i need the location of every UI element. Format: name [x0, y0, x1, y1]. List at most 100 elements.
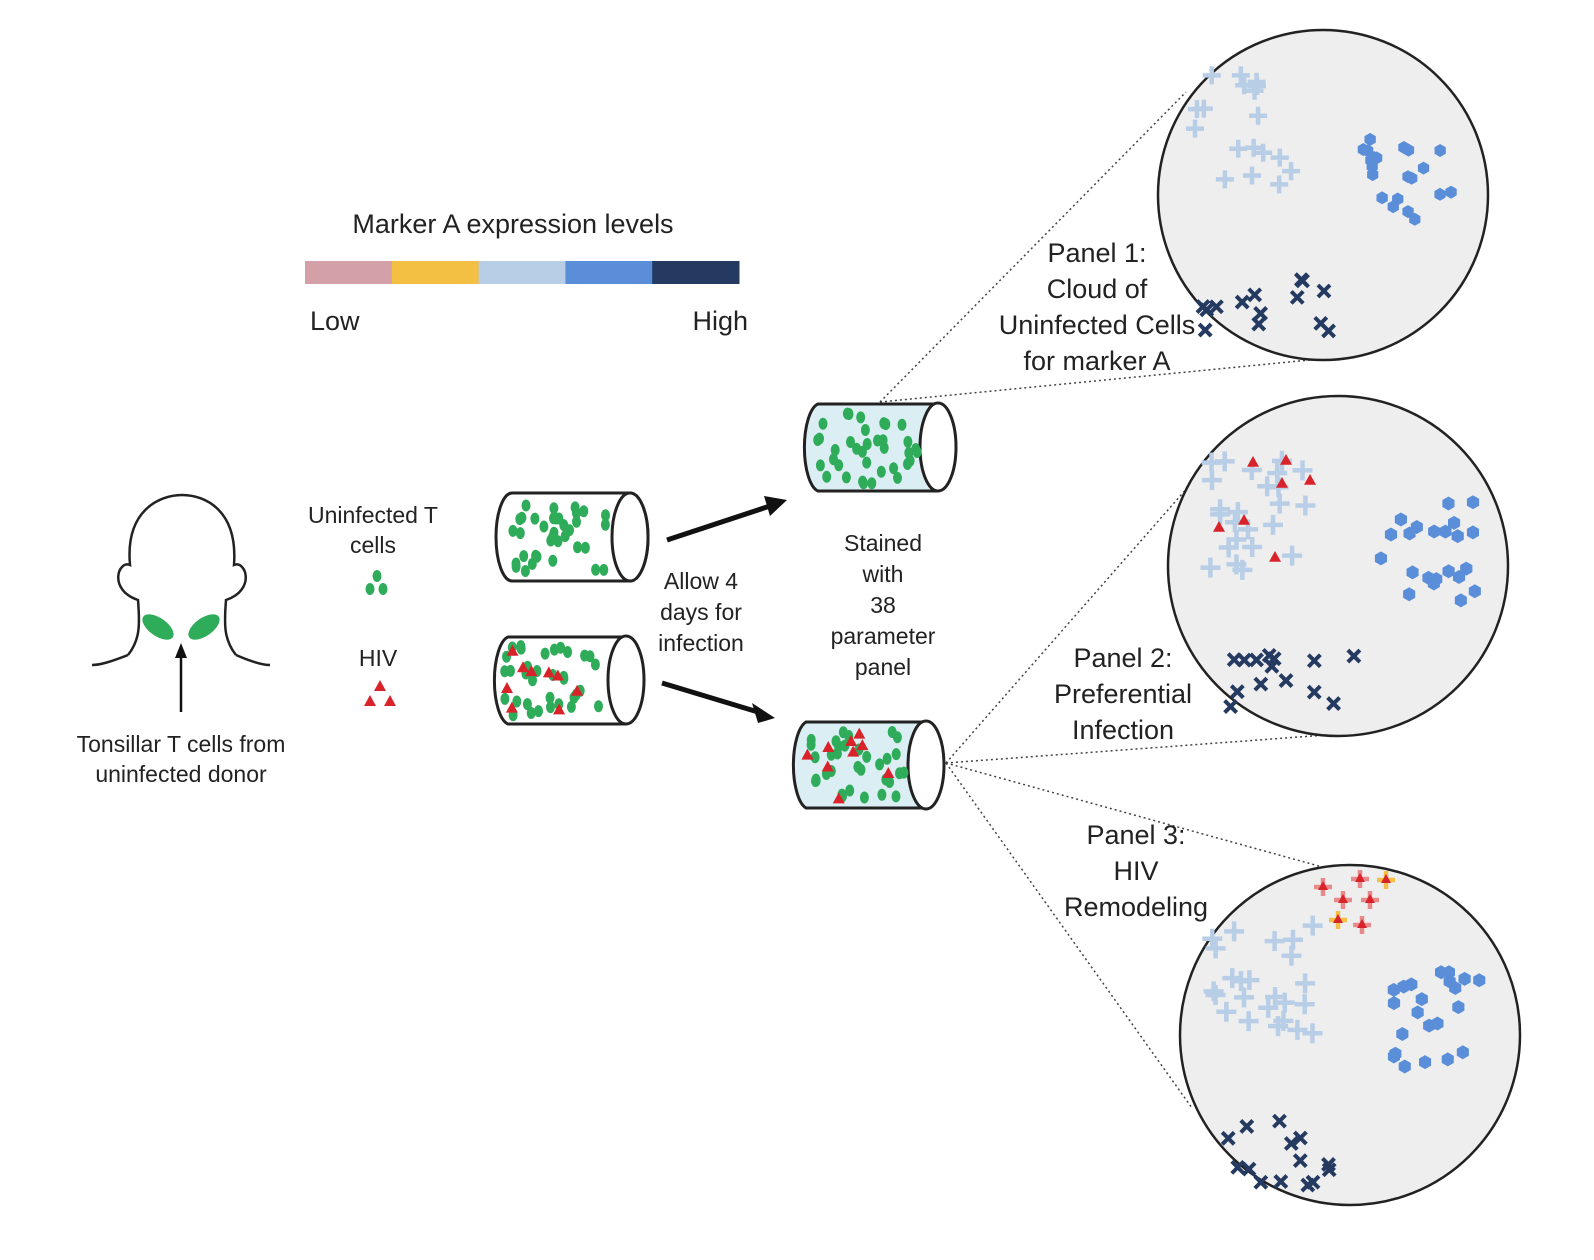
cell-dot [591, 563, 601, 576]
virus-mark [542, 666, 555, 678]
cell-dot [830, 444, 840, 456]
plus-cell-mark [1258, 997, 1279, 1018]
panel-2-label-line3: Infection [1072, 715, 1174, 745]
hex-cell-mark [1434, 144, 1446, 157]
plus-cell-mark [1231, 66, 1250, 85]
plus-cell-mark [1295, 495, 1316, 516]
hiv-virus-icon [364, 680, 396, 706]
hex-cell-mark [1454, 593, 1467, 608]
panel-3-label-line1: Panel 3: [1086, 820, 1185, 850]
hex-cell-mark [1409, 212, 1421, 226]
hex-cell-mark [1439, 524, 1452, 539]
cell-dot [512, 695, 522, 708]
cell-dot [893, 471, 902, 484]
cross-cell-mark [1292, 1130, 1308, 1146]
cell-dot [600, 518, 610, 531]
cell-dot [526, 707, 536, 719]
hex-cell-mark [1367, 168, 1379, 182]
plus-cell-mark [1205, 938, 1226, 959]
cross-cell-mark [1234, 294, 1250, 310]
cell-dot [815, 459, 825, 472]
cell-dot [531, 549, 541, 562]
plus-cell-mark [1243, 166, 1262, 185]
infection-step-line3: infection [658, 630, 744, 656]
cross-cell-mark [1253, 676, 1269, 692]
hex-cell-mark [1445, 185, 1457, 199]
plus-cell-mark [1270, 148, 1289, 167]
plus-cell-mark [1249, 106, 1268, 125]
cell-dot [885, 776, 895, 788]
cell-dot [549, 643, 559, 656]
cell-dot [810, 751, 820, 764]
tube-infected [492, 634, 646, 726]
hex-cell-mark [1458, 971, 1471, 986]
zoom-lines [879, 91, 1341, 1109]
cross-cell-mark [1313, 315, 1329, 331]
hex-cell-mark [1384, 527, 1398, 542]
cross-cell-mark [1264, 658, 1280, 674]
plus-cell-mark [1201, 452, 1222, 473]
cell-dot [601, 509, 610, 522]
cell-dot [599, 563, 609, 576]
cell-dot [904, 446, 914, 459]
cross-cell-mark [1241, 1161, 1257, 1177]
legend-swatch [391, 261, 480, 284]
cell-dot [862, 750, 872, 763]
plus-cell-mark [1302, 915, 1323, 936]
arrow-to-stained-uninfected [666, 496, 787, 543]
uninfected-cells-icon [365, 570, 388, 595]
cross-cell-mark [1247, 287, 1263, 303]
cell-dot [832, 747, 842, 760]
hex-cell-mark [1419, 1055, 1432, 1070]
plus-cell-mark [1245, 81, 1264, 100]
stain-step-line5: panel [855, 654, 911, 680]
stain-step-line2: with [862, 561, 904, 587]
tube-stained-infected [791, 719, 946, 811]
uninfected-label-line1: Uninfected T [308, 502, 438, 528]
tube-stained-infected-cells [801, 726, 909, 804]
plus-cell-mark [1294, 994, 1315, 1015]
hex-cell-mark [1403, 587, 1416, 602]
legend-high-label: High [692, 306, 748, 336]
hex-cell-mark [1452, 570, 1466, 584]
arrow-to-stained-infected [661, 680, 775, 723]
hex-cell-mark [1434, 187, 1446, 201]
plus-cell-mark [1267, 463, 1288, 484]
hex-cell-mark [1466, 525, 1479, 540]
legend-title: Marker A expression levels [352, 209, 673, 239]
cell-dot [844, 408, 854, 420]
plus-cell-mark [1227, 502, 1248, 523]
cell-dot [873, 434, 882, 447]
hex-cell-mark [1456, 1045, 1469, 1060]
virus-mark [822, 741, 835, 753]
cross-cell-mark [1289, 289, 1305, 305]
virus-mark [1355, 873, 1365, 882]
plus-cell-mark [1282, 162, 1301, 181]
cross-cell-mark [1272, 1113, 1287, 1129]
donor-label-line2: uninfected donor [95, 761, 267, 787]
plus-cell-mark [1242, 536, 1263, 557]
virus-mark [1280, 454, 1292, 465]
legend-swatch [478, 261, 566, 284]
plus-cell-mark [1215, 170, 1234, 189]
cell-dot [573, 541, 582, 554]
hex-cell-mark [1376, 191, 1388, 205]
cell-dot [517, 511, 527, 524]
cross-cell-mark [1209, 299, 1224, 315]
virus-mark [1338, 894, 1348, 903]
hex-cell-mark [1402, 170, 1414, 184]
plus-cell-mark [1282, 929, 1303, 950]
cell-dot [521, 499, 531, 512]
cell-dot [876, 465, 886, 478]
cell-dot [853, 760, 863, 773]
plus-cell-mark [1216, 1001, 1237, 1022]
legend-swatch [652, 261, 740, 284]
cell-dot [500, 692, 510, 705]
panel-2-label-line1: Panel 2: [1073, 643, 1172, 673]
legend-swatch [565, 261, 653, 284]
plus-cell-mark [1274, 992, 1295, 1013]
virus-mark [882, 766, 895, 778]
tube-uninfected [494, 491, 650, 583]
stain-step-line3: 38 [870, 592, 896, 618]
cross-cell-mark [1253, 1174, 1269, 1190]
